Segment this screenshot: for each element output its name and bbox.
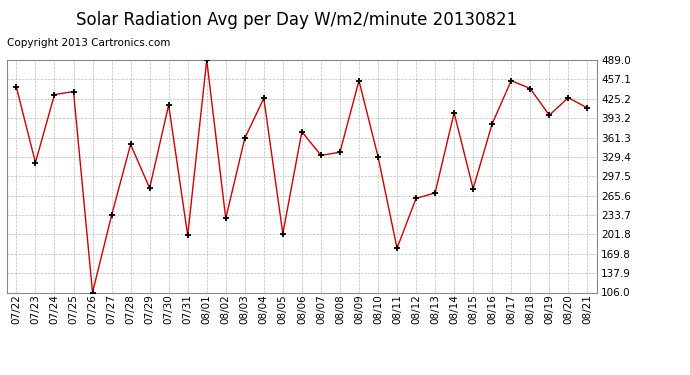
Text: Radiation  (W/m2/Minute): Radiation (W/m2/Minute) [446, 38, 575, 47]
Text: Solar Radiation Avg per Day W/m2/minute 20130821: Solar Radiation Avg per Day W/m2/minute … [76, 11, 518, 29]
Text: Copyright 2013 Cartronics.com: Copyright 2013 Cartronics.com [7, 38, 170, 48]
